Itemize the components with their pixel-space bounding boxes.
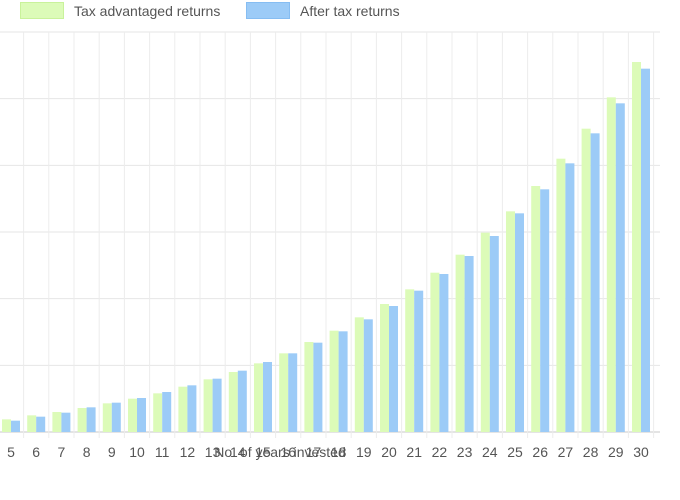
bar-tax-advantaged-24[interactable]	[480, 232, 490, 432]
x-tick-label-9: 9	[108, 444, 116, 460]
legend-swatch-tax-advantaged	[20, 2, 64, 19]
bar-tax-advantaged-29[interactable]	[606, 97, 616, 432]
x-tick-label-8: 8	[83, 444, 91, 460]
bar-after-tax-28[interactable]	[590, 133, 600, 432]
bar-tax-advantaged-18[interactable]	[329, 330, 339, 432]
bar-after-tax-10[interactable]	[137, 398, 146, 432]
grid-lines	[0, 31, 660, 438]
bar-after-tax-11[interactable]	[162, 392, 172, 432]
bar-tax-advantaged-20[interactable]	[380, 304, 389, 432]
x-tick-label-24: 24	[482, 444, 498, 460]
bar-tax-advantaged-6[interactable]	[27, 415, 37, 432]
bar-after-tax-30[interactable]	[641, 68, 650, 433]
bar-tax-advantaged-12[interactable]	[178, 386, 188, 432]
x-tick-label-29: 29	[608, 444, 624, 460]
bar-tax-advantaged-15[interactable]	[254, 363, 263, 432]
bar-after-tax-16[interactable]	[288, 353, 298, 432]
legend: Tax advantaged returns After tax returns	[0, 0, 680, 24]
bar-after-tax-17[interactable]	[313, 342, 323, 432]
bar-tax-advantaged-16[interactable]	[279, 353, 289, 432]
bar-after-tax-23[interactable]	[464, 256, 474, 432]
bar-after-tax-7[interactable]	[61, 412, 71, 432]
bar-tax-advantaged-11[interactable]	[153, 393, 163, 432]
bar-after-tax-21[interactable]	[414, 290, 424, 432]
bar-tax-advantaged-13[interactable]	[203, 379, 213, 432]
legend-item-after-tax[interactable]: After tax returns	[246, 2, 400, 19]
bar-after-tax-5[interactable]	[11, 420, 20, 432]
bar-after-tax-29[interactable]	[615, 103, 625, 432]
bar-tax-advantaged-19[interactable]	[354, 317, 364, 432]
x-tick-label-11: 11	[155, 444, 170, 460]
bar-tax-advantaged-10[interactable]	[128, 398, 137, 432]
x-tick-label-25: 25	[507, 444, 523, 460]
x-tick-label-22: 22	[432, 444, 448, 460]
bar-tax-advantaged-17[interactable]	[304, 342, 314, 432]
bar-after-tax-25[interactable]	[515, 213, 524, 432]
x-tick-label-13: 13	[205, 444, 221, 460]
bar-after-tax-6[interactable]	[36, 416, 46, 432]
bar-tax-advantaged-23[interactable]	[455, 254, 465, 432]
bar-tax-advantaged-21[interactable]	[405, 289, 415, 432]
bar-tax-advantaged-5[interactable]	[2, 419, 11, 432]
bar-after-tax-22[interactable]	[439, 274, 449, 432]
bar-tax-advantaged-26[interactable]	[531, 186, 541, 432]
x-tick-label-14: 14	[230, 444, 246, 460]
x-tick-label-18: 18	[331, 444, 347, 460]
x-tick-label-5: 5	[7, 444, 15, 460]
legend-label-after-tax: After tax returns	[300, 2, 400, 19]
legend-label-tax-advantaged: Tax advantaged returns	[74, 2, 221, 19]
bar-after-tax-27[interactable]	[565, 163, 575, 432]
legend-swatch-after-tax	[246, 2, 290, 19]
x-tick-label-23: 23	[457, 444, 473, 460]
x-tick-label-15: 15	[255, 444, 271, 460]
bar-after-tax-18[interactable]	[338, 331, 348, 432]
x-axis: 5 6 7 8 9 10 11 12 13 14 15 16 17 18 19 20 21 22 23 24 25 26 2…	[7, 444, 649, 460]
bar-tax-advantaged-8[interactable]	[77, 408, 87, 432]
x-tick-label-21: 21	[406, 444, 422, 460]
bar-after-tax-12[interactable]	[187, 385, 197, 432]
bar-after-tax-24[interactable]	[489, 236, 499, 432]
legend-item-tax-advantaged[interactable]: Tax advantaged returns	[20, 2, 220, 19]
bar-tax-advantaged-22[interactable]	[430, 272, 440, 432]
x-axis-title: No. of years invested	[214, 444, 346, 460]
x-tick-label-30: 30	[633, 444, 649, 460]
x-tick-label-27: 27	[558, 444, 574, 460]
bar-after-tax-15[interactable]	[263, 362, 272, 432]
bar-tax-advantaged-25[interactable]	[506, 211, 515, 432]
x-tick-label-16: 16	[280, 444, 296, 460]
bar-after-tax-13[interactable]	[212, 378, 222, 432]
bar-tax-advantaged-28[interactable]	[581, 128, 591, 433]
bar-tax-advantaged-30[interactable]	[632, 62, 641, 432]
bar-after-tax-9[interactable]	[111, 402, 121, 432]
bar-after-tax-26[interactable]	[540, 189, 550, 432]
x-tick-label-12: 12	[180, 444, 196, 460]
bar-tax-advantaged-9[interactable]	[102, 403, 112, 432]
x-tick-label-28: 28	[583, 444, 599, 460]
bar-after-tax-8[interactable]	[86, 407, 96, 432]
bar-after-tax-20[interactable]	[389, 306, 398, 432]
bar-tax-advantaged-14[interactable]	[228, 372, 238, 432]
bars	[2, 62, 650, 433]
x-tick-label-20: 20	[381, 444, 397, 460]
x-tick-label-10: 10	[129, 444, 145, 460]
bar-tax-advantaged-27[interactable]	[556, 158, 566, 433]
x-tick-label-6: 6	[32, 444, 40, 460]
bar-after-tax-14[interactable]	[237, 370, 247, 432]
bar-tax-advantaged-7[interactable]	[52, 412, 62, 432]
x-tick-label-7: 7	[58, 444, 66, 460]
x-tick-label-17: 17	[306, 444, 322, 460]
bar-after-tax-19[interactable]	[363, 319, 373, 432]
x-tick-label-26: 26	[532, 444, 548, 460]
x-tick-label-19: 19	[356, 444, 372, 460]
